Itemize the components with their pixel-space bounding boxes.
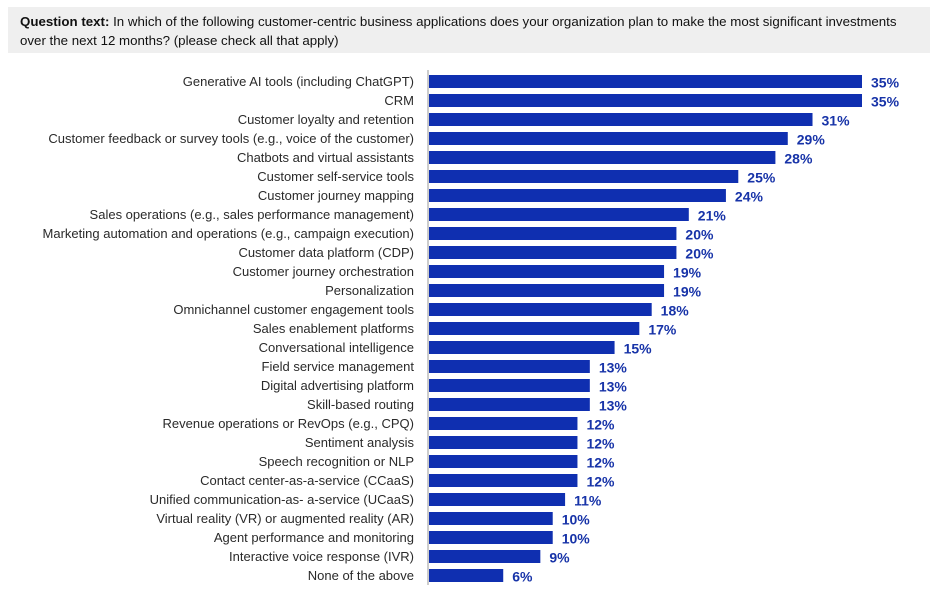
data-label: 31% — [822, 113, 851, 129]
category-label: Generative AI tools (including ChatGPT) — [183, 74, 414, 89]
data-label: 12% — [586, 474, 615, 490]
data-label: 15% — [624, 341, 653, 357]
bar — [429, 322, 640, 335]
data-label: 24% — [735, 189, 764, 205]
bar — [429, 189, 726, 202]
category-label: CRM — [384, 93, 414, 108]
bar — [429, 360, 590, 373]
category-label: Contact center-as-a-service (CCaaS) — [200, 473, 414, 488]
category-label: Unified communication-as- a-service (UCa… — [150, 492, 414, 507]
bar — [429, 436, 578, 449]
data-label: 35% — [871, 94, 900, 110]
category-label: Skill-based routing — [307, 397, 414, 412]
category-label: Digital advertising platform — [261, 378, 414, 393]
bar — [429, 398, 590, 411]
data-label: 20% — [685, 246, 714, 262]
data-label: 19% — [673, 284, 702, 300]
category-label: None of the above — [308, 568, 414, 583]
category-label: Interactive voice response (IVR) — [229, 549, 414, 564]
category-label: Customer self-service tools — [257, 169, 414, 184]
bar — [429, 493, 566, 506]
data-label: 20% — [685, 227, 714, 243]
category-label: Field service management — [262, 359, 415, 374]
bar — [429, 303, 652, 316]
bar — [429, 170, 739, 183]
bar — [429, 550, 541, 563]
data-label: 18% — [661, 303, 690, 319]
bar — [429, 474, 578, 487]
bar — [429, 246, 677, 259]
bar — [429, 512, 553, 525]
category-label: Customer journey orchestration — [233, 264, 414, 279]
category-label: Conversational intelligence — [259, 340, 414, 355]
category-label: Virtual reality (VR) or augmented realit… — [156, 511, 414, 526]
bar — [429, 284, 665, 297]
data-label: 13% — [599, 360, 628, 376]
category-label: Sales operations (e.g., sales performanc… — [90, 207, 414, 222]
data-label: 17% — [648, 322, 677, 338]
category-label: Omnichannel customer engagement tools — [173, 302, 414, 317]
bar — [429, 341, 615, 354]
data-label: 11% — [574, 493, 602, 509]
data-label: 19% — [673, 265, 702, 281]
data-label: 21% — [698, 208, 727, 224]
bar — [429, 569, 504, 582]
data-label: 12% — [586, 417, 615, 433]
category-label: Revenue operations or RevOps (e.g., CPQ) — [163, 416, 414, 431]
data-label: 12% — [586, 455, 615, 471]
data-label: 13% — [599, 379, 628, 395]
bar — [429, 208, 689, 221]
bar — [429, 132, 788, 145]
data-label: 10% — [562, 531, 591, 547]
bar — [429, 455, 578, 468]
category-label: Customer data platform (CDP) — [238, 245, 414, 260]
data-label: 6% — [512, 569, 533, 585]
category-label: Speech recognition or NLP — [259, 454, 414, 469]
question-box: Question text: In which of the following… — [8, 7, 930, 53]
bar — [429, 531, 553, 544]
bar — [429, 94, 862, 107]
bar — [429, 379, 590, 392]
category-label: Marketing automation and operations (e.g… — [43, 226, 414, 241]
category-label: Sales enablement platforms — [253, 321, 415, 336]
data-label: 29% — [797, 132, 826, 148]
category-label: Customer loyalty and retention — [238, 112, 414, 127]
category-label: Customer feedback or survey tools (e.g.,… — [48, 131, 414, 146]
data-label: 9% — [549, 550, 570, 566]
category-label: Sentiment analysis — [305, 435, 415, 450]
data-label: 13% — [599, 398, 628, 414]
data-label: 10% — [562, 512, 591, 528]
bar — [429, 151, 776, 164]
category-label: Chatbots and virtual assistants — [237, 150, 415, 165]
data-label: 35% — [871, 75, 900, 91]
data-label: 12% — [586, 436, 615, 452]
bar — [429, 227, 677, 240]
question-text: In which of the following customer-centr… — [20, 14, 897, 48]
question-label: Question text: — [20, 14, 110, 29]
category-label: Agent performance and monitoring — [214, 530, 414, 545]
data-label: 28% — [784, 151, 813, 167]
bar — [429, 265, 665, 278]
data-label: 25% — [747, 170, 776, 186]
category-label: Personalization — [325, 283, 414, 298]
category-label: Customer journey mapping — [258, 188, 414, 203]
bar — [429, 113, 813, 126]
bar — [429, 417, 578, 430]
bar — [429, 75, 862, 88]
